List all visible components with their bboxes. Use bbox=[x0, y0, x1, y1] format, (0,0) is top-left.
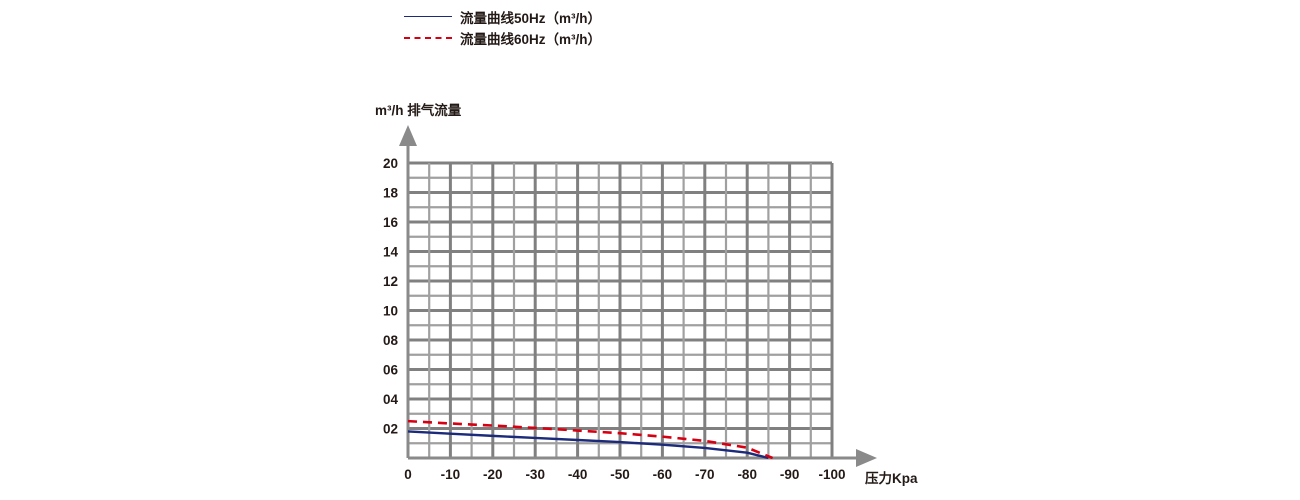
y-tick-label: 16 bbox=[383, 215, 399, 230]
legend-label-50hz: 流量曲线50Hz（m³/h） bbox=[460, 10, 602, 26]
chart-legend: 流量曲线50Hz（m³/h） 流量曲线60Hz（m³/h） bbox=[404, 6, 824, 48]
x-tick-label: -90 bbox=[780, 467, 800, 482]
series-line-50hz bbox=[407, 430, 769, 460]
x-tick-label: -60 bbox=[653, 467, 673, 482]
x-tick-label: -70 bbox=[695, 467, 715, 482]
y-tick-label: 04 bbox=[383, 392, 399, 407]
x-axis-title: 压力Kpa bbox=[865, 471, 918, 486]
y-tick-label: 12 bbox=[383, 274, 398, 289]
x-tick-label: -80 bbox=[737, 467, 757, 482]
y-tick-label: 02 bbox=[383, 422, 398, 437]
axis-lines bbox=[399, 125, 877, 467]
x-tick-label: -10 bbox=[441, 467, 461, 482]
data-series bbox=[407, 419, 774, 460]
series-line-60hz bbox=[407, 419, 774, 460]
y-tick-label: 14 bbox=[383, 245, 399, 260]
grid-lines bbox=[406, 161, 834, 458]
x-tick-label: -50 bbox=[610, 467, 630, 482]
axis-tick-labels: 02 04 06 08 10 12 14 16 18 20 0 -10 -20 -30 -40 -50 -60 -… bbox=[383, 156, 846, 482]
y-tick-label: 08 bbox=[383, 333, 399, 348]
legend-item-60hz: 流量曲线60Hz（m³/h） bbox=[404, 27, 824, 48]
x-tick-label: -20 bbox=[483, 467, 503, 482]
x-tick-label: -30 bbox=[525, 467, 545, 482]
x-tick-label: -40 bbox=[568, 467, 588, 482]
y-tick-label: 10 bbox=[383, 304, 398, 319]
x-tick-label: 0 bbox=[404, 467, 412, 482]
y-tick-label: 18 bbox=[383, 186, 399, 201]
y-axis-title: m³/h 排气流量 bbox=[375, 103, 462, 118]
y-tick-label: 20 bbox=[383, 156, 398, 171]
legend-item-50hz: 流量曲线50Hz（m³/h） bbox=[404, 6, 824, 27]
legend-label-60hz: 流量曲线60Hz（m³/h） bbox=[460, 31, 602, 47]
y-tick-label: 06 bbox=[383, 363, 399, 378]
x-tick-label: -100 bbox=[818, 467, 845, 482]
